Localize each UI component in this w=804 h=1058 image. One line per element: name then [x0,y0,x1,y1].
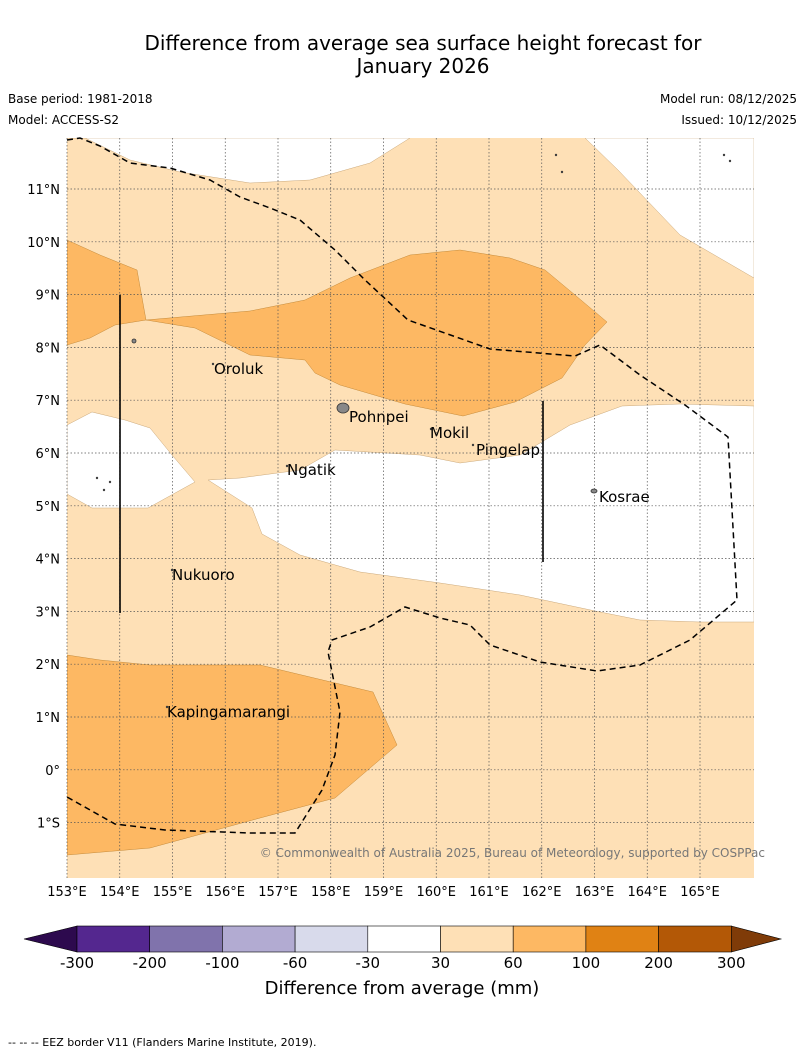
longitude-label: 161°E [469,885,509,900]
longitude-label: 153°E [47,885,87,900]
place-label-oroluk: Oroluk [214,360,263,378]
graticule [66,138,754,878]
anomaly-region-60-100-central [145,249,608,417]
place-label-kapingamarangi: Kapingamarangi [167,703,290,721]
longitude-label: 159°E [364,885,404,900]
colorbar-tick-label: -100 [205,954,239,972]
colorbar-tick-label: 30 [431,954,450,972]
colorbar-segment [512,925,587,953]
colorbar-segment [76,925,150,953]
colorbar-segment [658,925,732,953]
colorbar-segment [149,925,223,953]
colorbar-extend-high [730,925,783,953]
colorbar-title: Difference from average (mm) [264,978,540,999]
place-label-nukuoro: Nukuoro [172,566,235,584]
chart-title: Difference from average sea surface heig… [0,32,804,78]
colorbar-tick-label: 100 [572,954,601,972]
colorbar-tick-label: 300 [717,954,746,972]
longitude-label: 157°E [258,885,298,900]
eez-footnote: -- -- -- EEZ border V11 (Flanders Marine… [8,1036,317,1049]
latitude-labels: 11°N 10°N 9°N 8°N 7°N 6°N 5°N 4°N 3°N 2°N 1°N 0° 1°S [27,183,60,832]
anomaly-region-60-100-west [67,239,147,346]
longitude-label: 164°E [627,885,667,900]
colorbar-tick-label: -60 [283,954,308,972]
latitude-label: 1°N [36,711,61,726]
title-line-1: Difference from average sea surface heig… [144,31,702,55]
colorbar-tick-label: -30 [356,954,381,972]
sample-transects [119,295,544,613]
latitude-label: 5°N [36,500,61,515]
longitude-label: 165°E [680,885,720,900]
colorbar-segment [585,925,659,953]
latitude-label: 7°N [36,394,61,409]
latitude-label: 0° [45,764,60,779]
colorbar-segment [367,925,441,953]
issued-date: Issued: 10/12/2025 [681,113,797,127]
place-labels: Oroluk Pohnpei Mokil Pingelap Ngatik Kosrae Nu… [167,360,650,721]
model-run: Model run: 08/12/2025 [659,92,797,106]
place-label-ngatik: Ngatik [287,461,336,479]
sea-surface-height-map: 153°E 154°E 155°E 156°E 157°E 158°E 159°E 160°E… [27,137,765,900]
longitude-label: 158°E [311,885,351,900]
longitude-label: 155°E [153,885,193,900]
anomaly-region-neutral-east [584,138,754,279]
longitude-label: 162°E [522,885,562,900]
latitude-label: 11°N [27,183,60,198]
latitude-label: 6°N [36,447,61,462]
colorbar: -300 -200 -100 -60 -30 30 60 100 200 300 [23,925,783,972]
colorbar-segment [222,925,296,953]
longitude-label: 160°E [416,885,456,900]
anomaly-region-neutral-west [67,411,196,509]
latitude-label: 1°S [37,817,60,832]
colorbar-segment [440,925,514,953]
colorbar-tick-label: -300 [60,954,94,972]
islands [95,153,732,709]
latitude-label: 10°N [27,236,60,251]
colorbar-tick-label: 60 [504,954,523,972]
model-name: Model: ACCESS-S2 [8,113,120,127]
latitude-label: 4°N [36,553,61,568]
base-period: Base period: 1981-2018 [8,92,153,106]
longitude-label: 163°E [575,885,615,900]
place-label-pingelap: Pingelap [476,441,540,459]
place-label-mokil: Mokil [430,424,469,442]
latitude-label: 8°N [36,341,61,356]
colorbar-extend-low [23,925,78,953]
longitude-labels: 153°E 154°E 155°E 156°E 157°E 158°E 159°E 160°E… [47,885,720,900]
colorbar-segment [294,925,369,953]
place-label-pohnpei: Pohnpei [349,408,409,426]
anomaly-region-neutral-center [207,403,754,623]
longitude-label: 154°E [100,885,140,900]
colorbar-tick-label: -200 [133,954,167,972]
latitude-label: 3°N [36,605,61,620]
colorbar-tick-label: 200 [644,954,673,972]
place-label-kosrae: Kosrae [599,488,650,506]
title-line-2: January 2026 [356,54,490,78]
longitude-label: 156°E [205,885,245,900]
latitude-label: 2°N [36,658,61,673]
latitude-label: 9°N [36,289,61,304]
copyright-notice: © Commonwealth of Australia 2025, Bureau… [260,846,765,860]
